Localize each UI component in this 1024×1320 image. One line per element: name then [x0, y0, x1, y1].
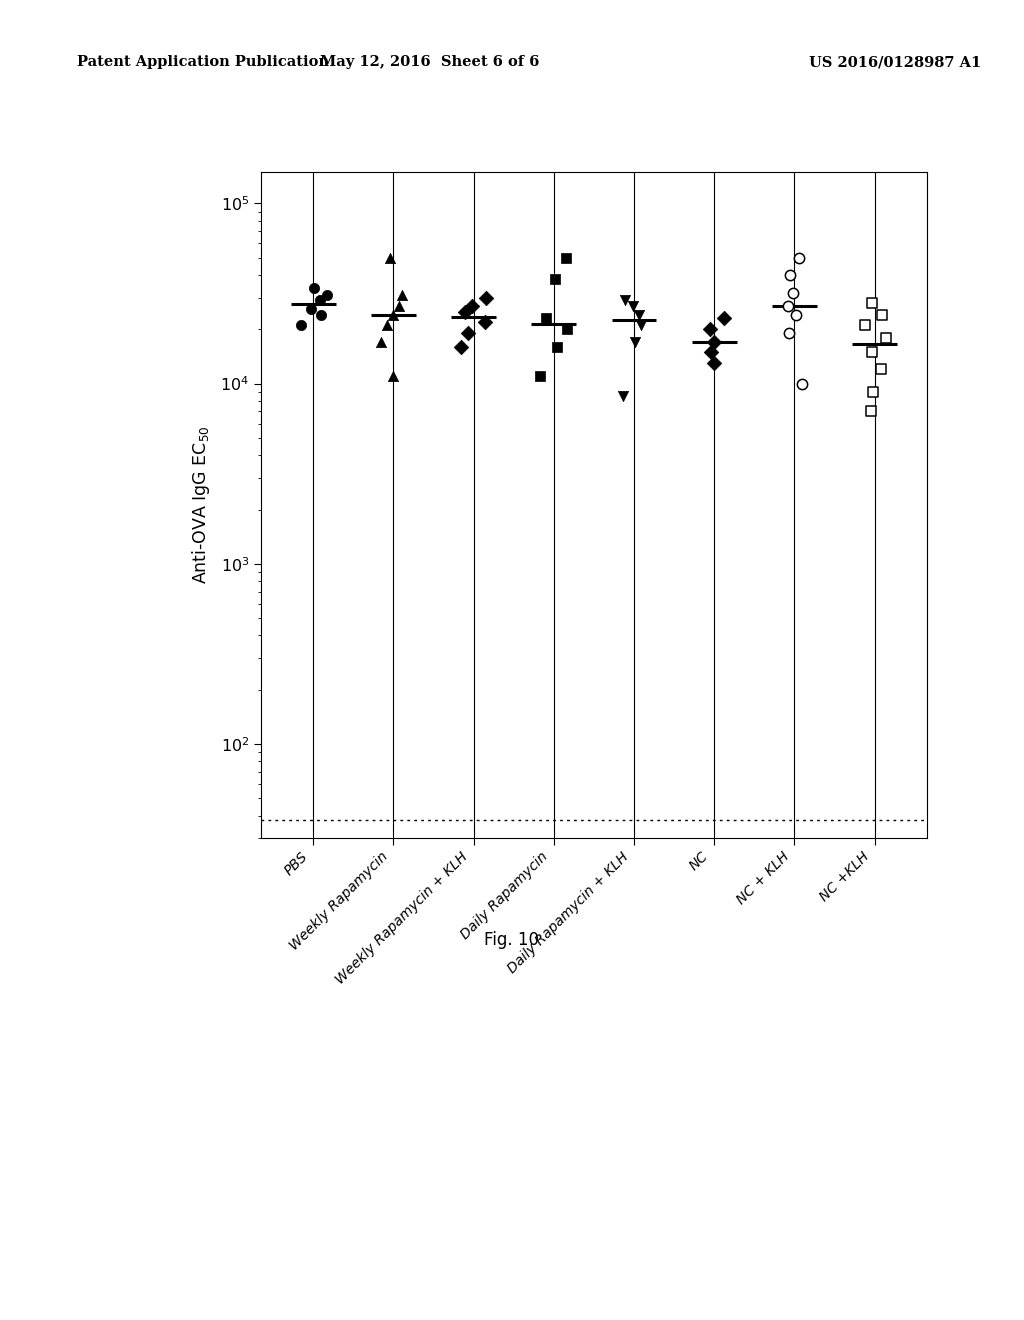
- Text: Weekly Rapamycin + KLH: Weekly Rapamycin + KLH: [334, 849, 471, 986]
- Point: [293, 315, 309, 337]
- Point: [394, 284, 411, 305]
- Text: PBS: PBS: [282, 849, 310, 878]
- Point: [390, 296, 407, 317]
- Point: [794, 374, 810, 395]
- Point: [313, 305, 330, 326]
- Point: [549, 337, 565, 358]
- Point: [779, 296, 796, 317]
- Point: [617, 289, 634, 310]
- Text: NC + KLH: NC + KLH: [734, 849, 792, 907]
- Point: [306, 277, 323, 298]
- Text: NC +KLH: NC +KLH: [817, 849, 871, 904]
- Text: Weekly Rapamycin: Weekly Rapamycin: [287, 849, 391, 953]
- Text: US 2016/0128987 A1: US 2016/0128987 A1: [809, 55, 981, 70]
- Point: [781, 323, 798, 345]
- Text: NC: NC: [687, 849, 712, 874]
- Point: [633, 315, 649, 337]
- Point: [788, 305, 805, 326]
- Point: [865, 381, 882, 403]
- Point: [453, 337, 469, 358]
- Text: Daily Rapamycin: Daily Rapamycin: [459, 849, 551, 942]
- Point: [631, 305, 647, 326]
- Point: [303, 298, 319, 319]
- Point: [557, 247, 573, 268]
- Point: [864, 342, 881, 363]
- Point: [460, 323, 476, 345]
- Point: [615, 385, 632, 407]
- Point: [864, 293, 881, 314]
- Point: [311, 289, 328, 310]
- Point: [784, 282, 801, 304]
- Point: [385, 366, 401, 387]
- Point: [873, 305, 890, 326]
- Point: [547, 268, 563, 289]
- Point: [625, 296, 641, 317]
- Point: [716, 308, 732, 329]
- Point: [385, 305, 401, 326]
- Point: [627, 331, 643, 352]
- Point: [531, 366, 548, 387]
- Text: Patent Application Publication: Patent Application Publication: [77, 55, 329, 70]
- Text: Fig. 10: Fig. 10: [484, 931, 540, 949]
- Point: [702, 318, 719, 339]
- Point: [702, 342, 719, 363]
- Point: [464, 296, 480, 317]
- Point: [538, 308, 554, 329]
- Point: [382, 247, 398, 268]
- Text: May 12, 2016  Sheet 6 of 6: May 12, 2016 Sheet 6 of 6: [321, 55, 540, 70]
- Point: [879, 327, 895, 348]
- Point: [857, 315, 873, 337]
- Point: [373, 331, 389, 352]
- Point: [478, 286, 495, 308]
- Point: [318, 284, 335, 305]
- Point: [782, 264, 799, 285]
- Point: [457, 301, 473, 322]
- Point: [862, 401, 879, 422]
- Point: [706, 352, 722, 374]
- Point: [706, 331, 722, 352]
- Text: Daily Rapamycin + KLH: Daily Rapamycin + KLH: [505, 849, 631, 975]
- Point: [559, 318, 575, 339]
- Point: [379, 315, 395, 337]
- Point: [791, 247, 807, 268]
- Point: [477, 312, 494, 333]
- Point: [872, 359, 889, 380]
- Y-axis label: Anti-OVA IgG EC$_{50}$: Anti-OVA IgG EC$_{50}$: [190, 425, 212, 585]
